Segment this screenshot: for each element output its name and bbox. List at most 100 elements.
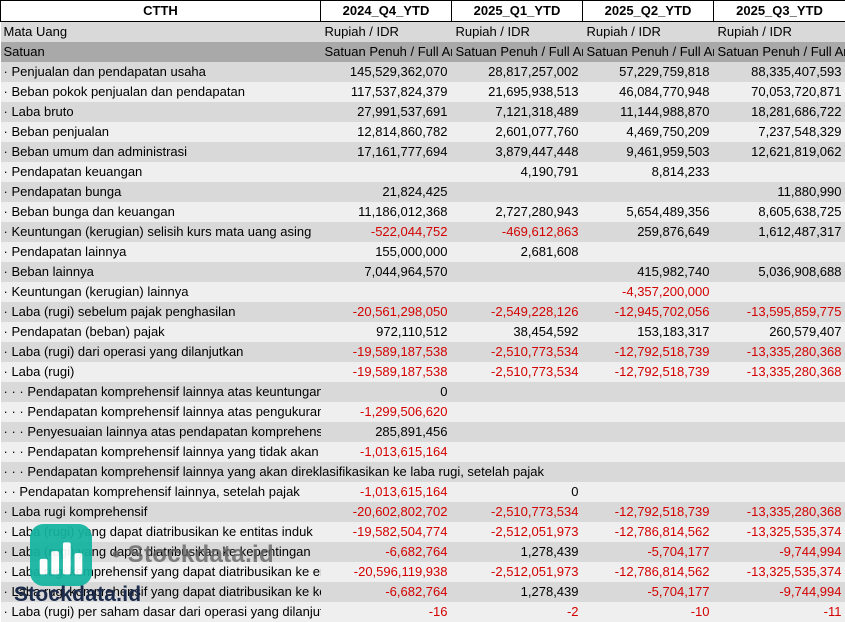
cell-value: 88,335,407,593 — [714, 62, 845, 82]
cell-value: 12,621,819,062 — [714, 142, 845, 162]
cell-value: 5,654,489,356 — [583, 202, 714, 222]
cell-value: -13,335,280,368 — [714, 362, 845, 382]
cell-value: 5,036,908,688 — [714, 262, 845, 282]
table-row: · Laba (rugi) per saham dasar dari opera… — [1, 602, 845, 622]
cell-value: -13,325,535,374 — [714, 522, 845, 542]
currency-row: Mata Uang Rupiah / IDR Rupiah / IDR Rupi… — [1, 22, 845, 43]
cell-value: -1,013,615,164 — [321, 482, 452, 502]
table-row: · Laba (rugi) yang dapat diatribusikan k… — [1, 542, 845, 562]
cell-value: Satuan Penuh / Full Amount — [321, 42, 452, 62]
cell-value: 11,186,012,368 — [321, 202, 452, 222]
cell-value — [583, 182, 714, 202]
unit-row: Satuan Satuan Penuh / Full Amount Satuan… — [1, 42, 845, 62]
cell-value: -19,589,187,538 — [321, 342, 452, 362]
cell-value: 8,605,638,725 — [714, 202, 845, 222]
row-label: · · · Pendapatan komprehensif lainnya ya… — [1, 442, 321, 462]
cell-value: -12,786,814,562 — [583, 562, 714, 582]
table-row: · Laba (rugi) -19,589,187,538 -2,510,773… — [1, 362, 845, 382]
cell-value: 28,817,257,002 — [452, 62, 583, 82]
cell-value: -11 — [714, 602, 845, 622]
cell-value: 155,000,000 — [321, 242, 452, 262]
cell-value: 57,229,759,818 — [583, 62, 714, 82]
column-header-2025-q3: 2025_Q3_YTD — [714, 1, 845, 22]
cell-value — [714, 422, 845, 442]
cell-value: -20,596,119,938 — [321, 562, 452, 582]
table-row: · · Pendapatan komprehensif lainnya, set… — [1, 482, 845, 502]
cell-value: 260,579,407 — [714, 322, 845, 342]
cell-value: -13,325,535,374 — [714, 562, 845, 582]
cell-value: Satuan Penuh / Full Amount — [714, 42, 845, 62]
cell-value: -5,704,177 — [583, 582, 714, 602]
row-label: · Laba (rugi) sebelum pajak penghasilan — [1, 302, 321, 322]
cell-value: 17,161,777,694 — [321, 142, 452, 162]
cell-value: 0 — [321, 382, 452, 402]
cell-value — [583, 402, 714, 422]
row-label: · Keuntungan (kerugian) lainnya — [1, 282, 321, 302]
cell-value: -2,510,773,534 — [452, 362, 583, 382]
table-row: · Pendapatan (beban) pajak 972,110,512 3… — [1, 322, 845, 342]
cell-value — [452, 282, 583, 302]
cell-value — [714, 282, 845, 302]
cell-value: 7,237,548,329 — [714, 122, 845, 142]
table-row: · Laba (rugi) yang dapat diatribusikan k… — [1, 522, 845, 542]
cell-value: 11,144,988,870 — [583, 102, 714, 122]
cell-value: 2,601,077,760 — [452, 122, 583, 142]
cell-value: -13,335,280,368 — [714, 502, 845, 522]
cell-value — [452, 182, 583, 202]
cell-value — [452, 402, 583, 422]
table-row: · Pendapatan keuangan 4,190,791 8,814,23… — [1, 162, 845, 182]
cell-value: -522,044,752 — [321, 222, 452, 242]
table-row: · · · Pendapatan komprehensif lainnya at… — [1, 402, 845, 422]
cell-value — [583, 242, 714, 262]
cell-value: -20,602,802,702 — [321, 502, 452, 522]
cell-value: 145,529,362,070 — [321, 62, 452, 82]
cell-value: 21,824,425 — [321, 182, 452, 202]
cell-value — [583, 422, 714, 442]
row-label: · Laba rugi komprehensif yang dapat diat… — [1, 582, 321, 602]
table-row: · Pendapatan lainnya 155,000,000 2,681,6… — [1, 242, 845, 262]
cell-value: -13,595,859,775 — [714, 302, 845, 322]
cell-value — [714, 242, 845, 262]
cell-value: 12,814,860,782 — [321, 122, 452, 142]
column-header-2024-q4: 2024_Q4_YTD — [321, 1, 452, 22]
table-row: · Beban pokok penjualan dan pendapatan 1… — [1, 82, 845, 102]
column-header-ctth: CTTH — [1, 1, 321, 22]
row-label: · Pendapatan bunga — [1, 182, 321, 202]
cell-value: Rupiah / IDR — [583, 22, 714, 43]
row-label: · Keuntungan (kerugian) selisih kurs mat… — [1, 222, 321, 242]
table-row: · Beban lainnya 7,044,964,570 415,982,74… — [1, 262, 845, 282]
row-label: · Laba rugi komprehensif yang dapat diat… — [1, 562, 321, 582]
cell-value: 4,190,791 — [452, 162, 583, 182]
cell-value: -6,682,764 — [321, 542, 452, 562]
cell-value: 7,121,318,489 — [452, 102, 583, 122]
cell-value: 18,281,686,722 — [714, 102, 845, 122]
table-row: · Pendapatan bunga 21,824,425 11,880,990 — [1, 182, 845, 202]
header-row: CTTH 2024_Q4_YTD 2025_Q1_YTD 2025_Q2_YTD… — [1, 1, 845, 22]
row-label: Satuan — [1, 42, 321, 62]
cell-value — [452, 442, 583, 462]
row-label: · Laba (rugi) per saham dasar dari opera… — [1, 602, 321, 622]
cell-value: 1,278,439 — [452, 582, 583, 602]
cell-value: -20,561,298,050 — [321, 302, 452, 322]
cell-value — [583, 442, 714, 462]
table-row: · Laba bruto 27,991,537,691 7,121,318,48… — [1, 102, 845, 122]
cell-value: -19,582,504,774 — [321, 522, 452, 542]
row-label: Mata Uang — [1, 22, 321, 43]
cell-value: 117,537,824,379 — [321, 82, 452, 102]
cell-value: -12,792,518,739 — [583, 502, 714, 522]
row-label: · Penjualan dan pendapatan usaha — [1, 62, 321, 82]
cell-value — [714, 482, 845, 502]
table-row: · Laba rugi komprehensif yang dapat diat… — [1, 582, 845, 602]
row-label: · Laba (rugi) yang dapat diatribusikan k… — [1, 522, 321, 542]
cell-value: 38,454,592 — [452, 322, 583, 342]
table-row: · · · Pendapatan komprehensif lainnya at… — [1, 382, 845, 402]
column-header-2025-q2: 2025_Q2_YTD — [583, 1, 714, 22]
cell-value: -12,786,814,562 — [583, 522, 714, 542]
cell-value: 11,880,990 — [714, 182, 845, 202]
cell-value — [583, 382, 714, 402]
cell-value: 27,991,537,691 — [321, 102, 452, 122]
table-row: · Beban bunga dan keuangan 11,186,012,36… — [1, 202, 845, 222]
row-label: · Laba (rugi) dari operasi yang dilanjut… — [1, 342, 321, 362]
cell-value: 0 — [452, 482, 583, 502]
